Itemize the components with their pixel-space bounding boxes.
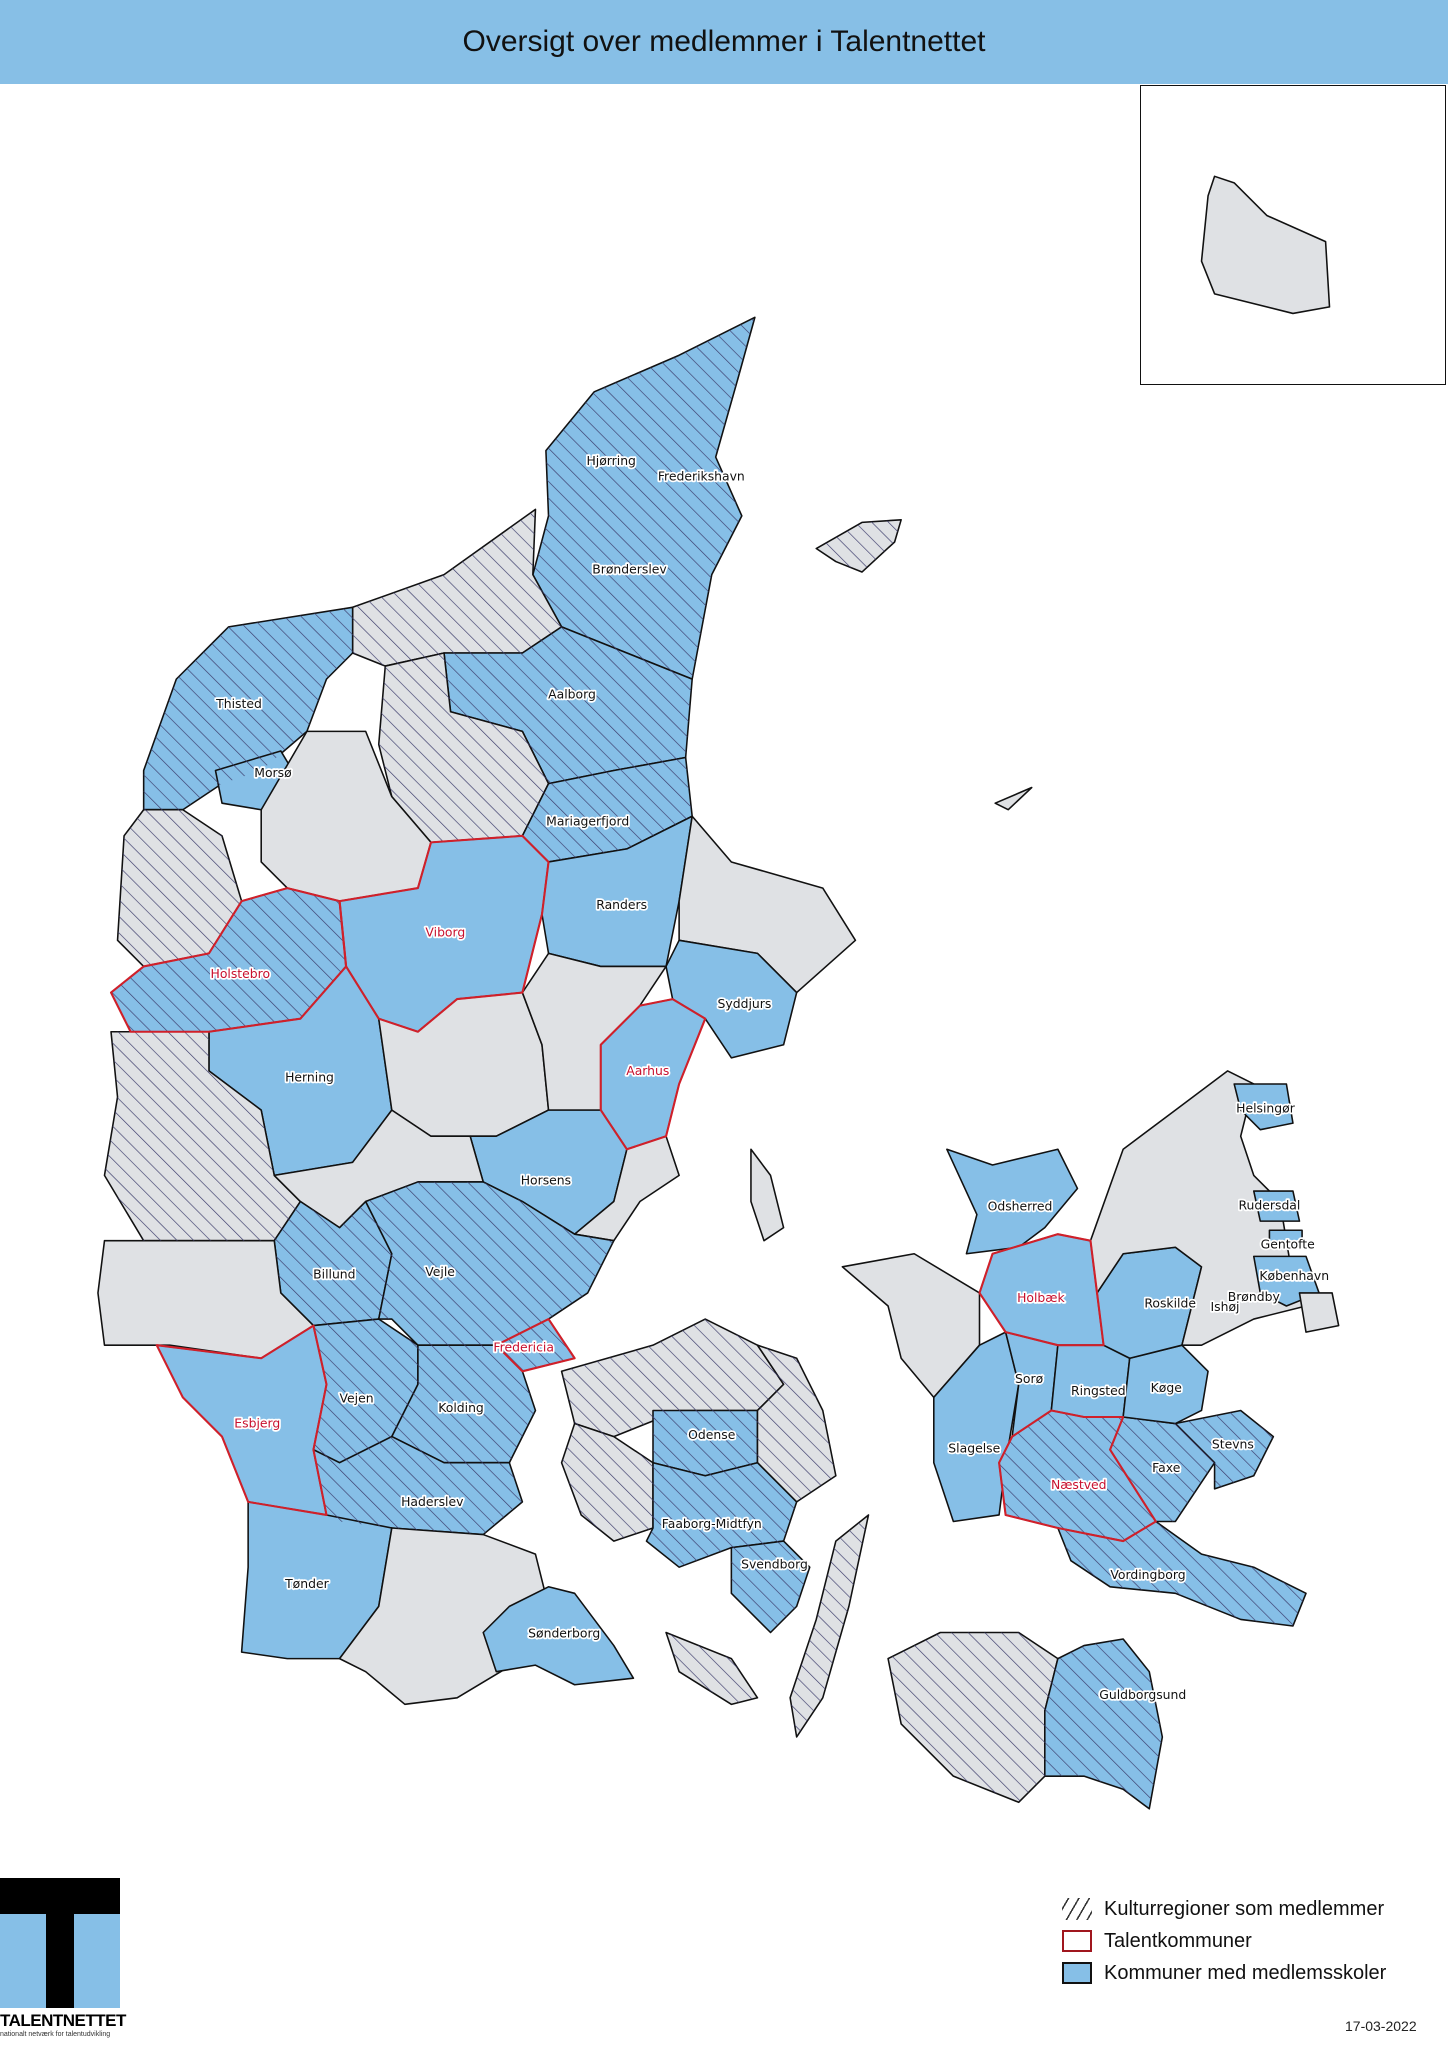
region-sonderborg [482,1586,635,1686]
label-horsens: Horsens [521,1173,571,1188]
label-stevns: Stevns [1212,1436,1254,1451]
label-faaborg-midtfyn: Faaborg-Midtfyn [662,1516,762,1531]
label-aalborg: Aalborg [548,687,596,702]
talent-outlines [109,834,1157,1543]
talent-outline-fredericia [495,1318,576,1373]
bornholm-inset [1140,85,1446,385]
label-syddjurs: Syddjurs [718,996,772,1011]
region-amager [1298,1292,1340,1333]
label-naestved: Næstved [1051,1477,1107,1492]
label-hjorring: Hjørring [586,453,635,468]
red-outline-swatch-icon [1062,1930,1092,1952]
label-holbaek: Holbæk [1017,1290,1065,1305]
region-odsherred [946,1148,1079,1255]
logo-t-bar [0,1878,120,1914]
label-morso: Morsø [254,765,292,780]
label-holstebro: Holstebro [211,966,271,981]
label-viborg: Viborg [425,924,465,939]
label-herning: Herning [285,1069,334,1084]
label-svendborg: Svendborg [741,1557,808,1572]
label-soro: Sorø [1015,1371,1044,1386]
talent-outline-holbaek [978,1233,1105,1347]
label-guldborgsund: Guldborgsund [1099,1687,1186,1702]
label-roskilde: Roskilde [1144,1295,1196,1310]
label-odense: Odense [688,1427,735,1442]
region-helsingor [1233,1083,1294,1131]
kulturregion-hatching [104,317,1306,1809]
municipality-labels: Hjørring Frederikshavn Brønderslev Thist… [209,451,1331,1704]
island-anholt [994,786,1033,811]
talent-outline-naestved [998,1409,1157,1543]
label-fredericia: Fredericia [493,1340,554,1355]
legend-item-member: Kommuner med medlemsskoler [1062,1957,1386,1989]
label-kolding: Kolding [438,1400,484,1415]
talentnettet-logo: TALENTNETTET nationalt netværk for talen… [0,1878,126,2038]
label-odsherred: Odsherred [988,1199,1053,1214]
map-title: Oversigt over medlemmer i Talentnettet [462,25,986,58]
legend-item-talent: Talentkommuner [1062,1925,1386,1957]
label-bronderslev: Brønderslev [592,561,666,576]
region-gentofte [1268,1229,1303,1249]
label-vordingborg: Vordingborg [1110,1567,1185,1582]
label-gentofte: Gentofte [1261,1237,1315,1252]
label-thisted: Thisted [215,696,262,711]
label-frederikshavn: Frederikshavn [658,469,745,484]
region-rudersdal [1252,1190,1301,1222]
legend-label: Kulturregioner som medlemmer [1104,1897,1385,1920]
logo-name: TALENTNETTET [0,2011,126,2030]
label-ishoj: Ishøj [1211,1299,1240,1314]
label-rudersdal: Rudersdal [1239,1197,1301,1212]
talent-outline-aarhus [599,998,707,1151]
legend-item-kulturregion: Kulturregioner som medlemmer [1062,1893,1386,1925]
label-tonder: Tønder [284,1576,329,1591]
label-esbjerg: Esbjerg [234,1415,280,1430]
label-slagelse: Slagelse [948,1440,1000,1455]
island-samso [750,1148,785,1242]
region-ringsted [1050,1344,1131,1418]
label-vejen: Vejen [340,1391,374,1406]
title-bar: Oversigt over medlemmer i Talentnettet [0,0,1448,84]
label-kobenhavn: København [1259,1268,1329,1283]
label-haderslev: Haderslev [401,1494,463,1509]
label-ringsted: Ringsted [1071,1383,1126,1398]
label-brondby: Brøndby [1228,1289,1280,1304]
legend-label: Talentkommuner [1104,1929,1252,1952]
logo-subtitle: nationalt netværk for talentudvikling [0,2031,111,2038]
island-bornholm [1200,175,1331,315]
legend-label: Kommuner med medlemsskoler [1104,1961,1387,1984]
map-legend: Kulturregioner som medlemmer Talentkommu… [1062,1893,1386,1989]
label-faxe: Faxe [1152,1460,1180,1475]
talent-outline-esbjerg [155,1324,328,1517]
blue-fill-swatch-icon [1062,1962,1092,1984]
label-vejle: Vejle [425,1264,455,1279]
label-aarhus: Aarhus [626,1063,669,1078]
label-randers: Randers [596,897,647,912]
hatch-swatch-icon [1062,1898,1092,1920]
talent-outline-viborg [338,834,550,1033]
label-koge: Køge [1151,1380,1182,1395]
label-billund: Billund [313,1267,355,1282]
label-mariagerfjord: Mariagerfjord [546,813,629,828]
label-helsingor: Helsingør [1236,1101,1296,1116]
label-sonderborg: Sønderborg [528,1626,600,1641]
map-date: 17-03-2022 [1345,2018,1417,2034]
